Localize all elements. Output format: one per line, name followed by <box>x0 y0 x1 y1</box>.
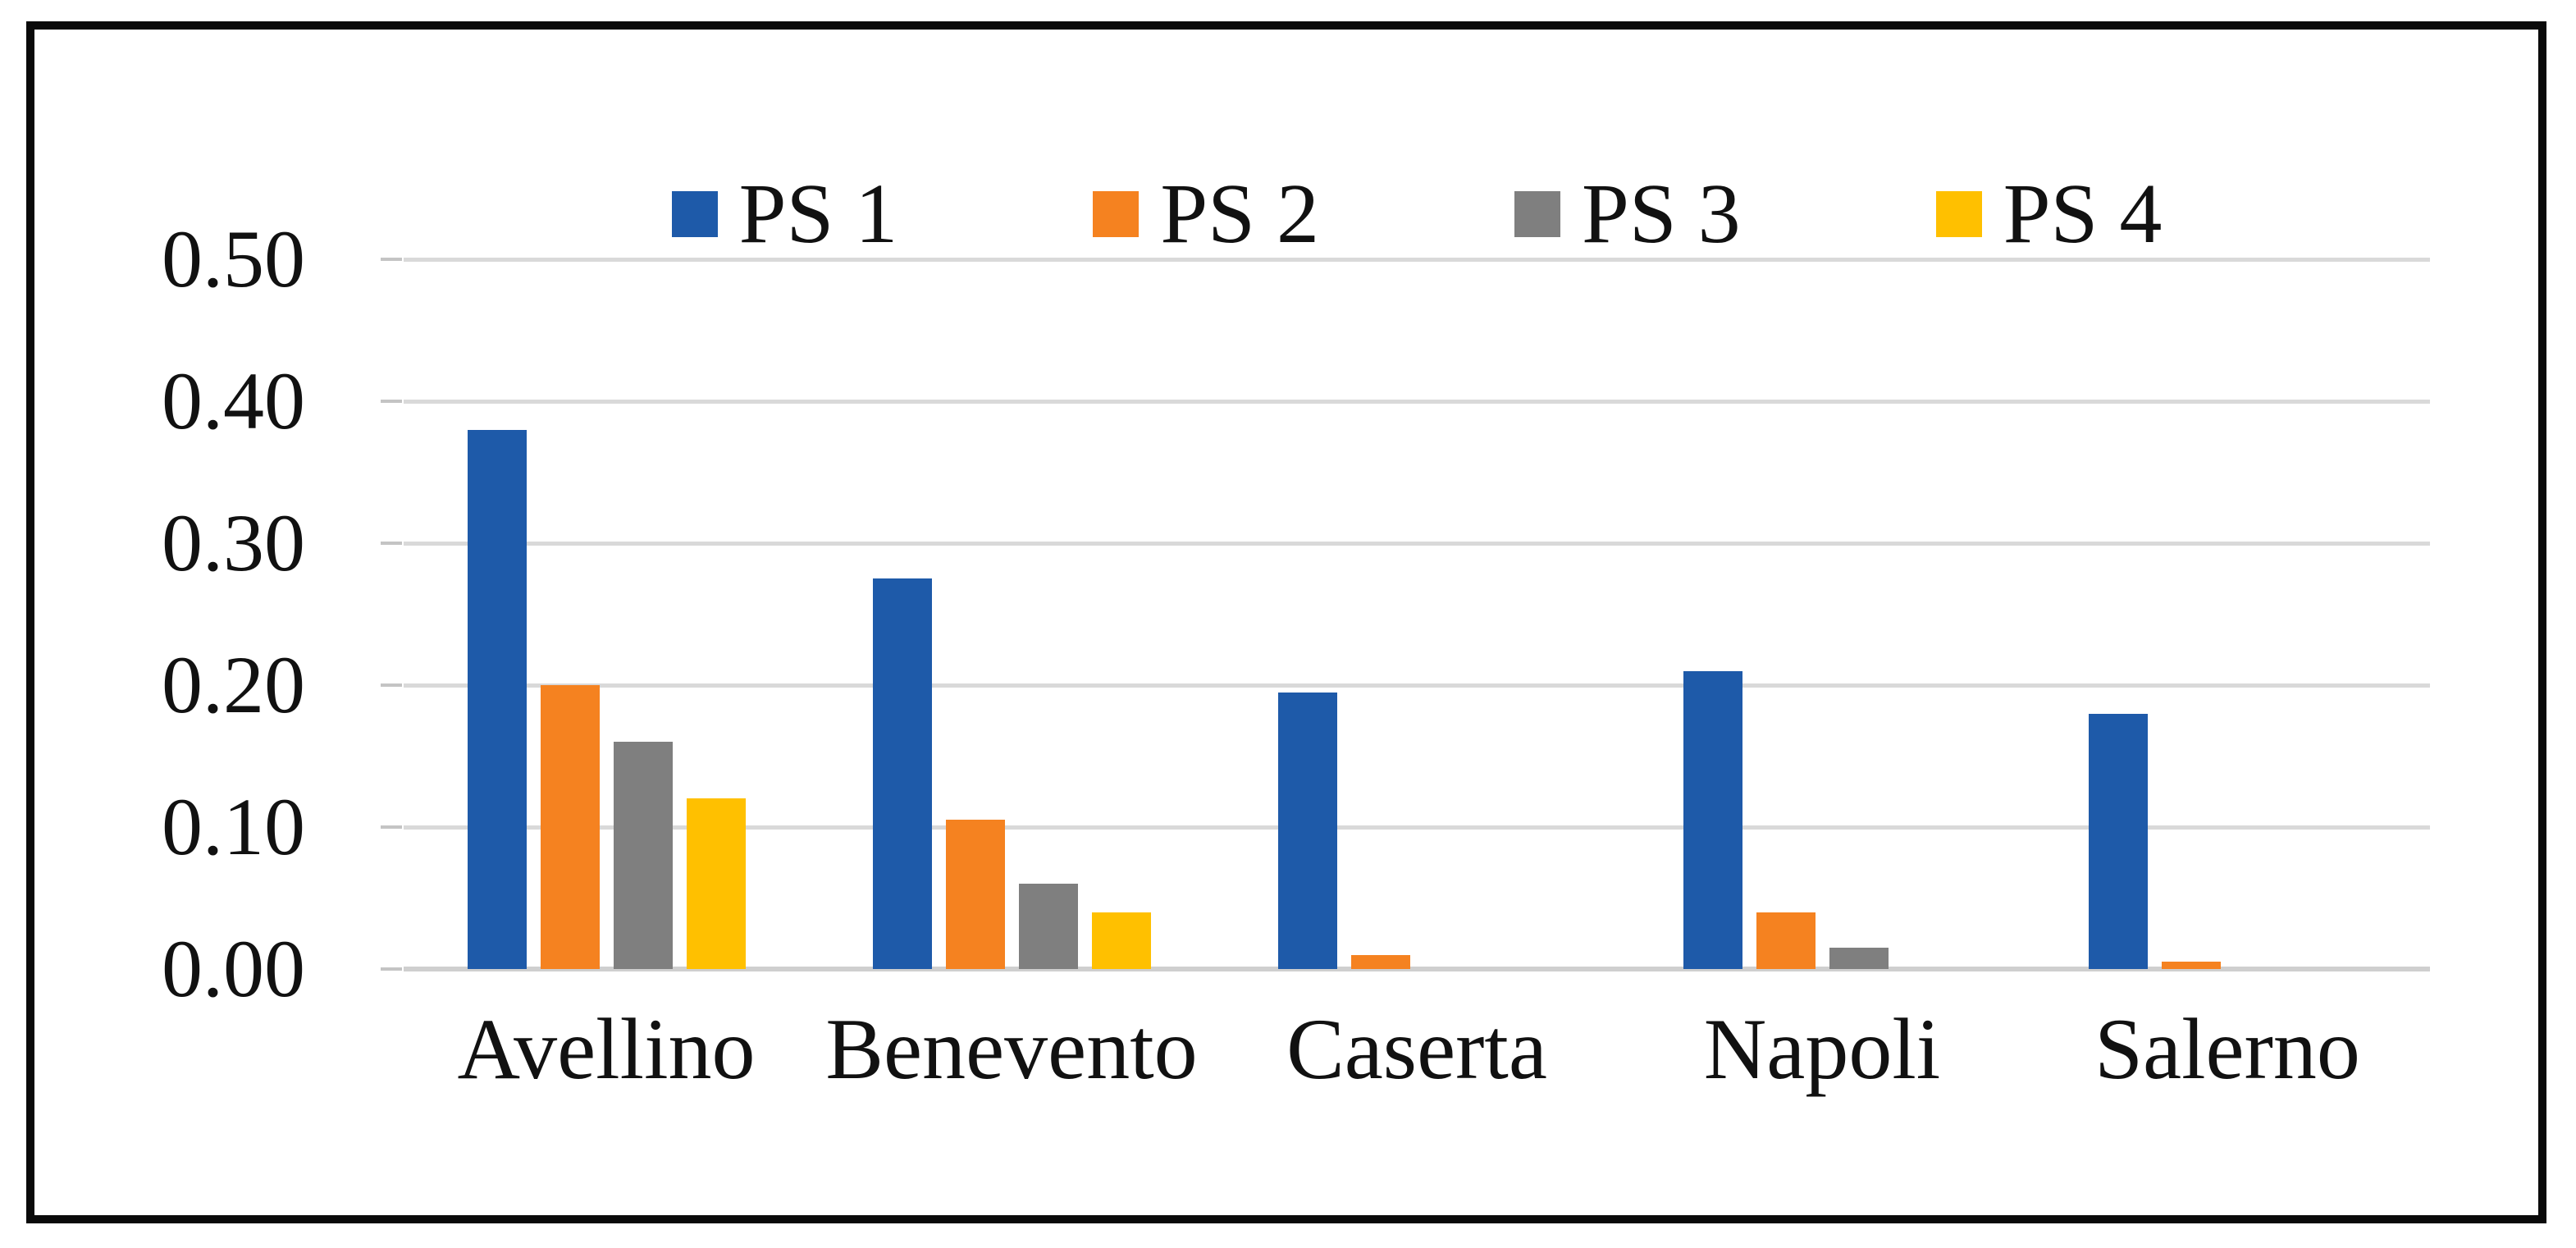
legend-item-ps2: PS 2 <box>1093 171 1319 257</box>
bar-ps1-salerno <box>2088 713 2148 969</box>
y-gridline <box>404 542 2430 546</box>
x-label-benevento: Benevento <box>825 1001 1198 1097</box>
bar-groups <box>404 259 2430 969</box>
y-gridline <box>404 400 2430 404</box>
bar-ps1-avellino <box>467 429 527 969</box>
y-tick-label: 0.50 <box>162 213 305 304</box>
bar-group-avellino <box>404 259 809 969</box>
legend-label: PS 2 <box>1160 167 1319 261</box>
bar-ps1-napoli <box>1683 670 1742 969</box>
legend-swatch-icon <box>1093 191 1140 237</box>
y-axis-tick <box>381 258 402 261</box>
legend-label: PS 3 <box>1582 167 1741 261</box>
bar-group-napoli <box>1619 259 2025 969</box>
x-label-caserta: Caserta <box>1286 1001 1547 1097</box>
bar-ps2-benevento <box>945 820 1005 969</box>
y-axis-tick <box>381 400 402 403</box>
y-gridline <box>404 258 2430 262</box>
y-axis-tick <box>381 683 402 687</box>
y-axis-tick <box>381 825 402 829</box>
legend-item-ps4: PS 4 <box>1935 167 2163 261</box>
y-axis-tick <box>381 967 402 971</box>
bar-ps4-benevento <box>1091 912 1151 969</box>
bar-group-benevento <box>809 259 1214 969</box>
bar-ps2-salerno <box>2161 962 2221 969</box>
legend-swatch-icon <box>1935 191 1982 237</box>
x-label-avellino: Avellino <box>457 1001 756 1097</box>
x-label-napoli: Napoli <box>1703 1001 1941 1097</box>
y-gridline <box>404 825 2430 830</box>
y-tick-label: 0.30 <box>162 497 305 588</box>
legend-label: PS 4 <box>2003 167 2163 261</box>
x-axis-baseline <box>404 967 2430 971</box>
legend-item-ps3: PS 3 <box>1514 171 1741 257</box>
bar-ps2-napoli <box>1756 912 1816 969</box>
y-tick-label: 0.10 <box>162 781 305 872</box>
legend-item-ps1: PS 1 <box>671 167 898 261</box>
legend-swatch-icon <box>1514 191 1560 237</box>
bar-ps3-avellino <box>613 742 673 969</box>
chart-legend: PS 1 PS 2 PS 3 PS 4 <box>404 161 2430 267</box>
legend-swatch-icon <box>671 191 718 237</box>
bar-ps3-napoli <box>1829 948 1889 969</box>
x-label-salerno: Salerno <box>2094 1001 2360 1097</box>
bar-ps2-avellino <box>540 685 600 969</box>
bar-chart: PS 1 PS 2 PS 3 PS 4 0.50 0.40 0.30 0.20 0.10 0.0… <box>34 30 2538 1215</box>
bar-ps3-benevento <box>1018 884 1078 969</box>
y-gridline <box>404 683 2430 688</box>
y-tick-label: 0.00 <box>162 923 305 1014</box>
bar-group-caserta <box>1214 259 1619 969</box>
y-tick-label: 0.40 <box>162 355 305 446</box>
legend-label: PS 1 <box>738 167 898 261</box>
bar-ps4-avellino <box>686 798 746 969</box>
y-axis-tick <box>381 542 402 545</box>
bar-ps1-benevento <box>872 578 932 969</box>
plot-area: 0.50 0.40 0.30 0.20 0.10 0.00 <box>162 218 2430 1010</box>
figure-frame: PS 1 PS 2 PS 3 PS 4 0.50 0.40 0.30 0.20 0.10 0.0… <box>26 21 2546 1223</box>
y-tick-label: 0.20 <box>162 639 305 730</box>
x-axis-labels: Avellino Benevento Caserta Napoli Salerno <box>404 1001 2430 1098</box>
bar-group-salerno <box>2025 259 2430 969</box>
bar-ps2-caserta <box>1350 954 1410 969</box>
bar-ps1-caserta <box>1277 692 1337 969</box>
